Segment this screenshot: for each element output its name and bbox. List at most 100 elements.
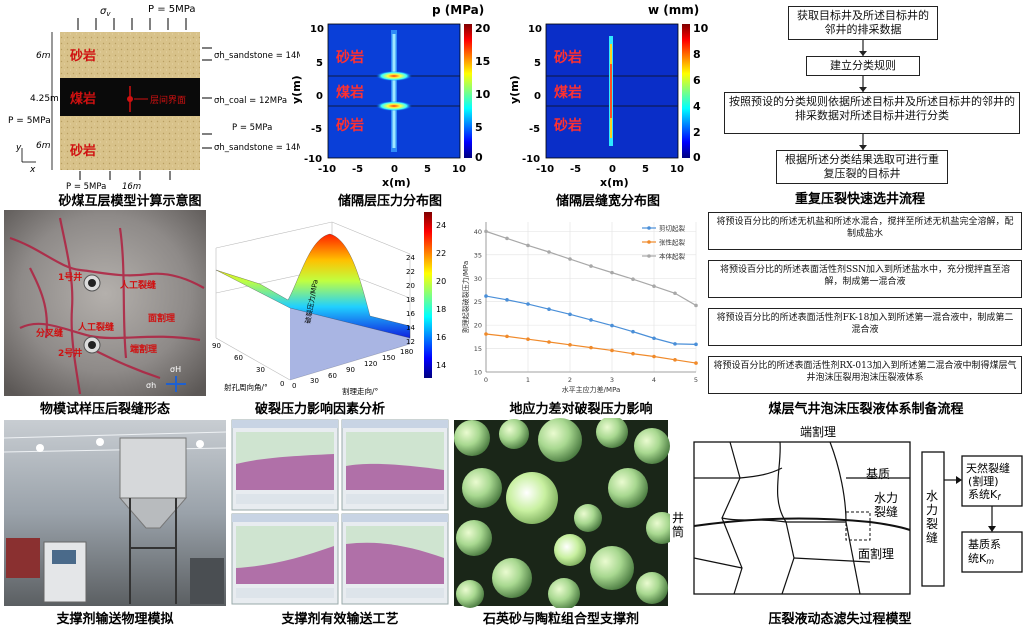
svg-text:12: 12 bbox=[406, 338, 415, 346]
pressure-map-panel: p (MPa) 砂岩 煤岩 砂岩 20 15 10 5 0 10 5 0 -5 … bbox=[290, 0, 510, 208]
layer-mid-label: 煤岩 bbox=[70, 91, 96, 107]
svg-text:5: 5 bbox=[424, 164, 431, 175]
axis-y-label: y bbox=[15, 143, 22, 153]
series-point-2 bbox=[568, 257, 572, 261]
left-pressure-label: P = 5MPa bbox=[8, 116, 51, 126]
legend-marker-0 bbox=[647, 226, 651, 230]
svg-text:端割理: 端割理 bbox=[130, 343, 157, 355]
specimen-photo: 1号井 人工裂缝 面割理 人工裂缝 分叉缝 2号井 端割理 σH σh bbox=[4, 210, 206, 396]
layered-model-panel: σv P = 5MPa 砂岩 煤岩 砂岩 层间界面 σh_sandstone =… bbox=[0, 0, 300, 208]
svg-text:90: 90 bbox=[212, 342, 221, 350]
flow1-caption: 重复压裂快速选井流程 bbox=[794, 192, 925, 207]
svg-text:-5: -5 bbox=[352, 164, 363, 175]
series-point-1 bbox=[484, 332, 488, 336]
width-cticks: 10 8 6 4 2 0 bbox=[693, 22, 709, 164]
leakoff-panel: 端割理 井筒 基质 水力裂缝 面割理 水力裂缝 天然裂缝(割理)系统Kf 基质系… bbox=[670, 418, 1024, 626]
svg-text:人工裂缝: 人工裂缝 bbox=[119, 279, 156, 291]
legend-label-1: 张性起裂 bbox=[659, 238, 686, 247]
svg-text:60: 60 bbox=[234, 354, 243, 362]
svg-text:5: 5 bbox=[642, 164, 649, 175]
leakoff-matrix-label: 基质 bbox=[866, 467, 890, 481]
axis-x-label: x bbox=[29, 165, 36, 175]
thick-top-label: 6m bbox=[36, 51, 51, 61]
svg-text:16: 16 bbox=[406, 310, 415, 318]
layered-model-caption: 砂煤互层模型计算示意图 bbox=[58, 194, 202, 208]
flow2-step-3: 将预设百分比的所述表面活性剂FK-18加入到所述第一混合液中，制成第二混合液 bbox=[708, 308, 1022, 346]
svg-text:0: 0 bbox=[280, 380, 284, 388]
sh-sand-top-label: σh_sandstone = 14M bbox=[214, 51, 300, 61]
svg-text:6: 6 bbox=[693, 74, 701, 87]
svg-text:18: 18 bbox=[406, 296, 415, 304]
sh-sand-bot-label: σh_sandstone = 14M bbox=[214, 143, 300, 153]
specimen-caption: 物模试样压后裂缝形态 bbox=[39, 402, 170, 417]
layer-top-label: 砂岩 bbox=[69, 48, 96, 64]
svg-text:5: 5 bbox=[316, 58, 323, 69]
flow2-step-4: 将预设百分比的所述表面活性剂RX-013加入到所述第二混合液中制得煤层气井泡沫压… bbox=[708, 356, 1022, 394]
lab-equipment-red bbox=[6, 538, 40, 578]
width-frac-max bbox=[610, 64, 612, 118]
svg-text:人工裂缝: 人工裂缝 bbox=[77, 321, 114, 333]
y-tick-label: 35 bbox=[474, 251, 482, 259]
series-point-2 bbox=[652, 284, 656, 289]
legend-label-0: 剪切起裂 bbox=[659, 224, 686, 233]
lab-light-2 bbox=[96, 438, 104, 446]
leakoff-hydro-fracture bbox=[693, 517, 911, 531]
pressure-hotspot-upper bbox=[376, 71, 412, 81]
series-point-0 bbox=[673, 342, 677, 346]
top-pressure-label: P = 5MPa bbox=[148, 4, 195, 15]
leakoff-cleats bbox=[693, 441, 910, 595]
svg-text:0: 0 bbox=[475, 151, 483, 164]
specimen-cracks bbox=[9, 217, 205, 395]
pressure-map-caption: 储隔层压力分布图 bbox=[337, 194, 442, 208]
leakoff-zoom-box bbox=[845, 511, 871, 541]
surface-ylabel: 割理走向/° bbox=[342, 386, 379, 396]
pressure-xticks: -10 -5 0 5 10 bbox=[318, 164, 466, 175]
svg-text:0: 0 bbox=[292, 382, 296, 390]
flow2-step-1: 将预设百分比的所述无机盐和所述水混合，搅拌至所述无机盐完全溶解，配制成盐水 bbox=[708, 212, 1022, 250]
stress-diff-panel: 10 15 20 25 30 35 40 0 1 2 3 4 5 水平主应力差/MPa 割理起裂破裂压力/M… bbox=[456, 208, 706, 418]
well-2-bore bbox=[88, 341, 96, 349]
svg-text:分叉缝: 分叉缝 bbox=[36, 327, 63, 339]
flow1-step-3: 按照预设的分类规则依据所述目标井及所述目标井的邻井的排采数据对所述目标井进行分类 bbox=[724, 92, 1020, 134]
x-tick-label: 1 bbox=[526, 376, 530, 384]
ceramic-beads bbox=[454, 418, 670, 610]
surface-zticks: 24 22 20 18 16 14 12 bbox=[406, 254, 415, 346]
leakoff-hydro-box bbox=[921, 451, 945, 587]
series-point-0 bbox=[484, 294, 488, 298]
svg-text:18: 18 bbox=[436, 305, 446, 314]
series-point-0 bbox=[505, 298, 509, 302]
series-point-0 bbox=[589, 318, 593, 322]
y-tick-label: 20 bbox=[474, 322, 482, 330]
x-tick-label: 2 bbox=[568, 376, 572, 384]
surface-cticks: 24 22 20 18 16 14 bbox=[436, 221, 446, 370]
pressure-xlabel: x(m) bbox=[382, 176, 411, 189]
svg-text:10: 10 bbox=[452, 164, 466, 175]
wm-layer-bot: 砂岩 bbox=[553, 117, 582, 134]
tuning-caption: 支撑剂有效输送工艺 bbox=[281, 612, 399, 626]
pressure-map-title: p (MPa) bbox=[432, 3, 484, 17]
quartz-grains bbox=[506, 472, 586, 566]
flow2-step-2: 将预设百分比的所述表面活性剂SSN加入到所述盐水中，充分搅拌直至溶解，制成第一混… bbox=[708, 260, 1022, 298]
bottom-arrows bbox=[79, 171, 171, 180]
stress-diff-caption: 地应力差对破裂压力影响 bbox=[509, 402, 653, 417]
svg-text:0: 0 bbox=[316, 91, 323, 102]
svg-text:14: 14 bbox=[436, 361, 446, 370]
pm-layer-mid: 煤岩 bbox=[336, 84, 364, 101]
series-point-0 bbox=[694, 342, 698, 347]
svg-text:20: 20 bbox=[475, 22, 491, 35]
series-point-1 bbox=[589, 345, 593, 350]
svg-text:20: 20 bbox=[436, 277, 446, 286]
tuning-panel: 支撑剂有效输送工艺 bbox=[230, 418, 452, 626]
svg-text:16: 16 bbox=[436, 333, 446, 342]
width-label: 16m bbox=[122, 182, 141, 192]
pm-layer-bot: 砂岩 bbox=[335, 117, 364, 134]
surface-caption: 破裂压力影响因素分析 bbox=[254, 402, 385, 417]
transport-photo bbox=[3, 420, 227, 606]
svg-text:15: 15 bbox=[475, 55, 490, 68]
series-point-1 bbox=[610, 348, 614, 353]
svg-text:22: 22 bbox=[436, 249, 446, 258]
series-point-0 bbox=[610, 323, 614, 328]
leakoff-arrow-1-head bbox=[956, 476, 962, 484]
series-point-1 bbox=[547, 340, 551, 344]
